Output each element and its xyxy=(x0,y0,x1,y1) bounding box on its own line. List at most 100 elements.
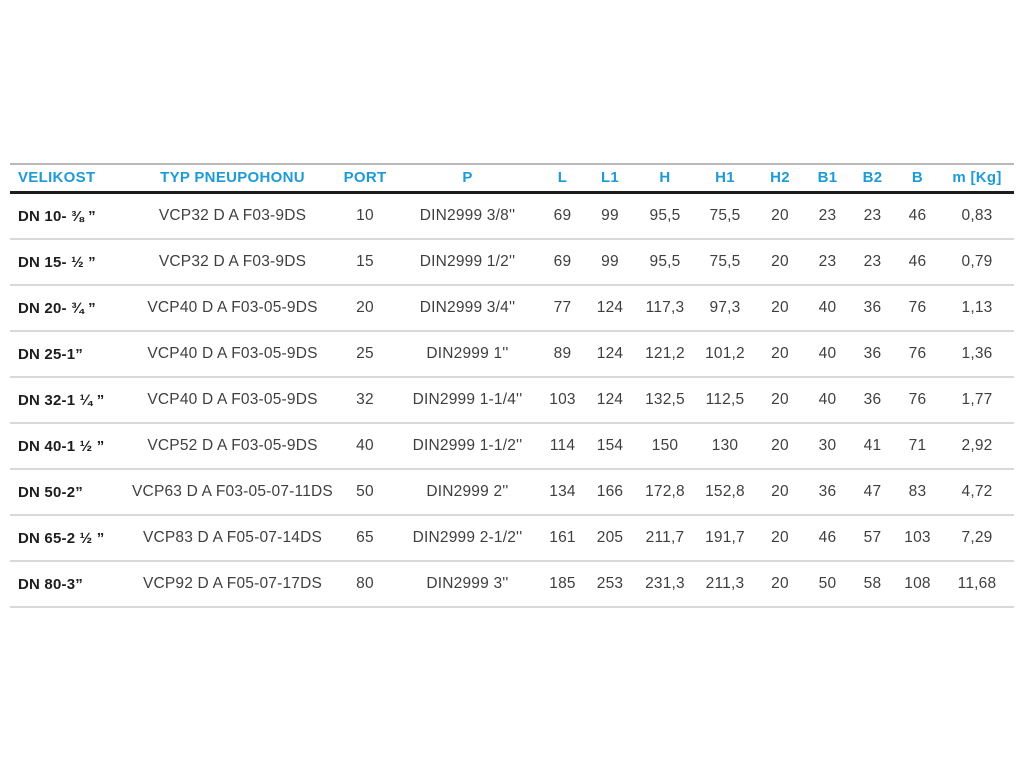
cell-velikost: DN 40-1 ½ ” xyxy=(10,423,130,470)
cell-typ-pneupohonu: VCP83 D A F05-07-14DS xyxy=(130,515,335,562)
cell-l: 69 xyxy=(540,239,585,286)
cell-m-kg: 4,72 xyxy=(940,469,1014,516)
cell-h2: 20 xyxy=(755,285,805,332)
header-port: PORT xyxy=(335,163,395,194)
cell-p: DIN2999 3/4'' xyxy=(395,285,540,332)
cell-velikost: DN 25-1” xyxy=(10,331,130,378)
cell-b: 83 xyxy=(895,469,940,516)
cell-port: 40 xyxy=(335,423,395,470)
cell-b2: 47 xyxy=(850,469,895,516)
cell-port: 80 xyxy=(335,561,395,608)
spec-table: VELIKOST TYP PNEUPOHONU PORT P L L1 H H1 H2 B1 B2 B… xyxy=(10,163,1014,608)
cell-h: 132,5 xyxy=(635,377,695,424)
cell-h2: 20 xyxy=(755,423,805,470)
cell-l: 77 xyxy=(540,285,585,332)
table-row: DN 50-2” VCP63 D A F03-05-07-11DS 50 DIN299… xyxy=(10,469,1014,516)
cell-port: 65 xyxy=(335,515,395,562)
header-p: P xyxy=(395,163,540,194)
header-b1: B1 xyxy=(805,163,850,194)
cell-h2: 20 xyxy=(755,469,805,516)
table-row: DN 40-1 ½ ” VCP52 D A F03-05-9DS 40 DIN2999… xyxy=(10,423,1014,470)
cell-port: 32 xyxy=(335,377,395,424)
cell-h1: 152,8 xyxy=(695,469,755,516)
cell-b: 108 xyxy=(895,561,940,608)
cell-b1: 36 xyxy=(805,469,850,516)
header-velikost: VELIKOST xyxy=(10,163,130,194)
cell-h: 172,8 xyxy=(635,469,695,516)
cell-p: DIN2999 1/2'' xyxy=(395,239,540,286)
cell-velikost: DN 80-3” xyxy=(10,561,130,608)
cell-h: 95,5 xyxy=(635,192,695,240)
cell-b1: 30 xyxy=(805,423,850,470)
cell-b1: 50 xyxy=(805,561,850,608)
cell-port: 15 xyxy=(335,239,395,286)
cell-p: DIN2999 1-1/2'' xyxy=(395,423,540,470)
cell-l: 185 xyxy=(540,561,585,608)
cell-velikost: DN 50-2” xyxy=(10,469,130,516)
cell-typ-pneupohonu: VCP40 D A F03-05-9DS xyxy=(130,377,335,424)
cell-l1: 205 xyxy=(585,515,635,562)
cell-p: DIN2999 1-1/4'' xyxy=(395,377,540,424)
cell-h1: 130 xyxy=(695,423,755,470)
cell-l: 161 xyxy=(540,515,585,562)
cell-b2: 36 xyxy=(850,377,895,424)
cell-m-kg: 7,29 xyxy=(940,515,1014,562)
header-h: H xyxy=(635,163,695,194)
cell-l1: 99 xyxy=(585,192,635,240)
header-l1: L1 xyxy=(585,163,635,194)
cell-m-kg: 11,68 xyxy=(940,561,1014,608)
table-row: DN 25-1” VCP40 D A F03-05-9DS 25 DIN2999 1'… xyxy=(10,331,1014,378)
cell-b1: 23 xyxy=(805,192,850,240)
cell-h2: 20 xyxy=(755,331,805,378)
cell-l: 89 xyxy=(540,331,585,378)
table-row: DN 32-1 ¼ ” VCP40 D A F03-05-9DS 32 DIN2999… xyxy=(10,377,1014,424)
header-typ-pneupohonu: TYP PNEUPOHONU xyxy=(130,163,335,194)
cell-h: 211,7 xyxy=(635,515,695,562)
cell-velikost: DN 10- ⅜ ” xyxy=(10,192,130,240)
cell-b2: 36 xyxy=(850,331,895,378)
cell-h2: 20 xyxy=(755,561,805,608)
cell-typ-pneupohonu: VCP63 D A F03-05-07-11DS xyxy=(130,469,335,516)
cell-velikost: DN 15- ½ ” xyxy=(10,239,130,286)
cell-l1: 166 xyxy=(585,469,635,516)
cell-h: 95,5 xyxy=(635,239,695,286)
header-h1: H1 xyxy=(695,163,755,194)
cell-l: 69 xyxy=(540,192,585,240)
cell-h1: 112,5 xyxy=(695,377,755,424)
cell-m-kg: 0,83 xyxy=(940,192,1014,240)
cell-velikost: DN 65-2 ½ ” xyxy=(10,515,130,562)
cell-typ-pneupohonu: VCP32 D A F03-9DS xyxy=(130,192,335,240)
cell-l: 103 xyxy=(540,377,585,424)
cell-typ-pneupohonu: VCP40 D A F03-05-9DS xyxy=(130,331,335,378)
cell-m-kg: 2,92 xyxy=(940,423,1014,470)
cell-port: 50 xyxy=(335,469,395,516)
cell-p: DIN2999 3'' xyxy=(395,561,540,608)
cell-p: DIN2999 3/8'' xyxy=(395,192,540,240)
cell-velikost: DN 20- ¾ ” xyxy=(10,285,130,332)
cell-h1: 211,3 xyxy=(695,561,755,608)
cell-l1: 253 xyxy=(585,561,635,608)
cell-b1: 23 xyxy=(805,239,850,286)
cell-port: 25 xyxy=(335,331,395,378)
cell-b2: 41 xyxy=(850,423,895,470)
cell-port: 10 xyxy=(335,192,395,240)
cell-typ-pneupohonu: VCP92 D A F05-07-17DS xyxy=(130,561,335,608)
cell-h2: 20 xyxy=(755,239,805,286)
cell-m-kg: 1,13 xyxy=(940,285,1014,332)
cell-typ-pneupohonu: VCP52 D A F03-05-9DS xyxy=(130,423,335,470)
header-l: L xyxy=(540,163,585,194)
header-b: B xyxy=(895,163,940,194)
cell-b1: 40 xyxy=(805,285,850,332)
cell-b2: 23 xyxy=(850,239,895,286)
table-header: VELIKOST TYP PNEUPOHONU PORT P L L1 H H1 H2 B1 B2 B… xyxy=(10,163,1014,194)
cell-h2: 20 xyxy=(755,192,805,240)
cell-typ-pneupohonu: VCP40 D A F03-05-9DS xyxy=(130,285,335,332)
cell-l1: 124 xyxy=(585,377,635,424)
cell-h1: 75,5 xyxy=(695,192,755,240)
cell-h: 117,3 xyxy=(635,285,695,332)
cell-l: 134 xyxy=(540,469,585,516)
cell-h: 231,3 xyxy=(635,561,695,608)
table-row: DN 20- ¾ ” VCP40 D A F03-05-9DS 20 DIN2999 … xyxy=(10,285,1014,332)
cell-p: DIN2999 2'' xyxy=(395,469,540,516)
